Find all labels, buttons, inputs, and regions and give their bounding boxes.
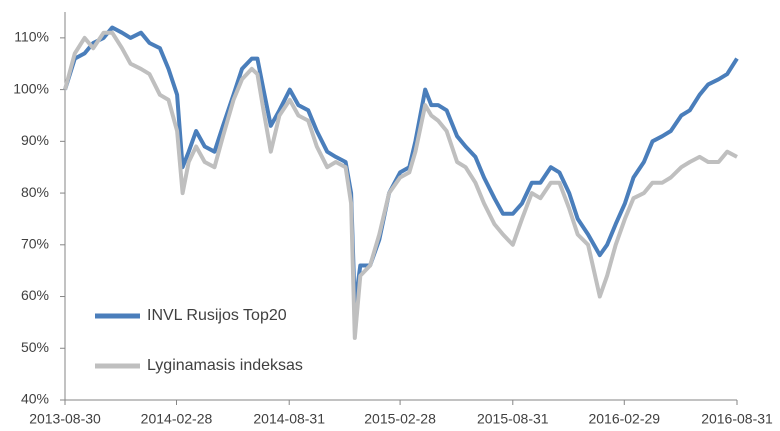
y-tick-label: 90% [21, 132, 49, 148]
x-tick-label: 2016-08-31 [701, 411, 773, 427]
series-line [63, 30, 738, 340]
legend-label: Lyginamasis indeksas [147, 357, 303, 374]
x-tick-label: 2015-02-28 [364, 411, 436, 427]
y-tick-label: 50% [21, 339, 49, 355]
x-tick-label: 2014-08-31 [253, 411, 325, 427]
x-tick-label: 2014-02-28 [141, 411, 213, 427]
y-tick-label: 100% [13, 80, 49, 96]
x-tick-label: 2016-02-29 [588, 411, 660, 427]
y-tick-label: 110% [14, 29, 49, 45]
legend-label: INVL Rusijos Top20 [147, 307, 287, 324]
x-tick-label: 2013-08-30 [29, 411, 101, 427]
x-tick-label: 2015-08-31 [477, 411, 549, 427]
y-tick-label: 40% [21, 391, 49, 407]
y-tick-label: 70% [21, 236, 49, 252]
y-tick-label: 80% [21, 184, 49, 200]
series-line [63, 25, 739, 309]
y-tick-label: 60% [21, 287, 49, 303]
